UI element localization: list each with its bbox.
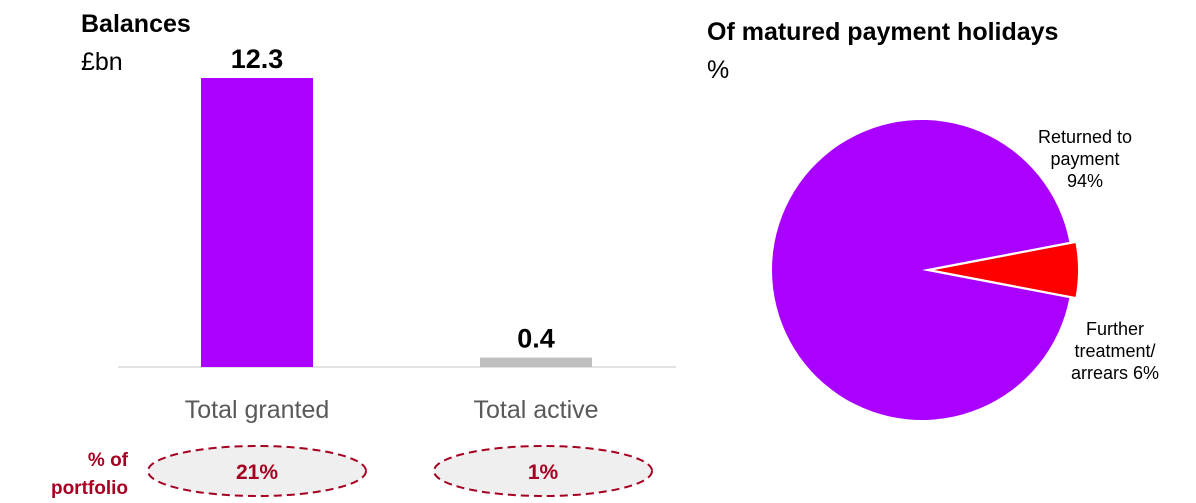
bar-value-label: 12.3 [231, 44, 284, 74]
pie-label-returned-line3: 94% [1066, 171, 1104, 191]
pie-chart-title: Of matured payment holidays [707, 18, 1059, 46]
pie-chart [772, 120, 1080, 421]
portfolio-ellipse-granted [147, 445, 367, 497]
pie-label-further-line3: arrears 6% [1070, 363, 1160, 383]
pie-label-returned: Returned to payment 94% [1010, 126, 1160, 192]
portfolio-label-line1: % of [88, 450, 129, 471]
pie-label-returned-line1: Returned to [1037, 127, 1133, 147]
bar-total-granted [201, 78, 313, 367]
pie-slice-returned-to-payment [772, 120, 1070, 421]
portfolio-value-active: 1% [528, 461, 559, 484]
pie-label-returned-line2: payment [1050, 149, 1120, 169]
pie-label-further-line1: Further [1085, 319, 1145, 339]
portfolio-value-granted: 21% [236, 461, 278, 484]
bar-chart-title: Balances [81, 10, 191, 38]
pie-label-further-line2: treatment/ [1074, 341, 1156, 361]
pie-label-further: Further treatment/ arrears 6% [1045, 318, 1185, 384]
portfolio-label-line2: portfolio [51, 478, 128, 499]
pie-chart-unit: % [707, 56, 730, 84]
bar-category-label: Total active [473, 396, 598, 424]
bar-total-active [480, 357, 592, 367]
pie-layer [772, 120, 1080, 421]
pie-slice-further-treatment [928, 240, 1080, 300]
portfolio-ellipse-active [433, 445, 653, 497]
bar-value-label: 0.4 [517, 324, 555, 354]
bar-chart-unit: £bn [81, 48, 123, 76]
bar-layer: 12.3 Total granted 0.4 Total active [185, 44, 599, 424]
bar-category-label: Total granted [185, 396, 330, 424]
